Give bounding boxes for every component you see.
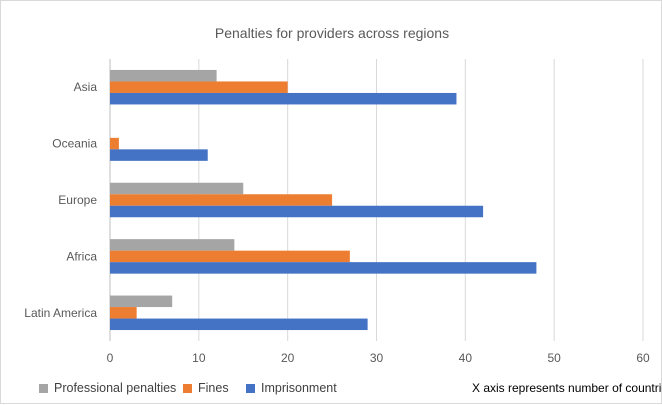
bar-asia-fines [110, 81, 288, 93]
x-tick-label-20: 20 [281, 351, 295, 365]
x-tick-label-40: 40 [459, 351, 473, 365]
bar-africa-imprisonment [110, 262, 537, 274]
legend-label-imprisonment: Imprisonment [261, 381, 337, 395]
bar-latin-america-imprisonment [110, 318, 368, 331]
bar-asia-imprisonment [110, 92, 457, 105]
legend-swatch-imprisonment [246, 383, 255, 393]
bar-africa-fines [110, 250, 350, 263]
category-label-latin-america: Latin America [24, 306, 97, 320]
x-tick-label-10: 10 [192, 351, 206, 365]
x-tick-label-0: 0 [107, 351, 114, 365]
bar-asia-professional-penalties [110, 69, 217, 82]
legend-item-fines: Fines [183, 381, 229, 395]
category-label-asia: Asia [74, 80, 98, 94]
category-label-europe: Europe [58, 193, 97, 207]
axis-note: X axis represents number of countries [472, 381, 662, 395]
legend-item-imprisonment: Imprisonment [246, 381, 337, 395]
bar-oceania-fines [110, 137, 119, 150]
bar-oceania-imprisonment [110, 149, 208, 161]
bar-africa-professional-penalties [110, 239, 235, 251]
bar-europe-imprisonment [110, 205, 484, 218]
x-tick-label-30: 30 [370, 351, 384, 365]
legend-swatch-fines [183, 383, 192, 393]
category-label-africa: Africa [66, 249, 97, 263]
x-tick-label-50: 50 [547, 351, 561, 365]
chart-title: Penalties for providers across regions [214, 25, 450, 41]
chart-legend: Professional penalties Fines Imprisonmen… [1, 381, 662, 399]
category-label-oceania: Oceania [52, 137, 97, 151]
legend-label-professional-penalties: Professional penalties [54, 381, 177, 395]
bar-latin-america-professional-penalties [110, 295, 173, 308]
bar-europe-professional-penalties [110, 182, 244, 195]
legend-label-fines: Fines [198, 381, 229, 395]
x-tick-label-60: 60 [636, 351, 650, 365]
bar-europe-fines [110, 194, 333, 206]
legend-item-professional-penalties: Professional penalties [39, 381, 176, 395]
bar-latin-america-fines [110, 307, 137, 319]
legend-swatch-professional-penalties [39, 383, 48, 393]
